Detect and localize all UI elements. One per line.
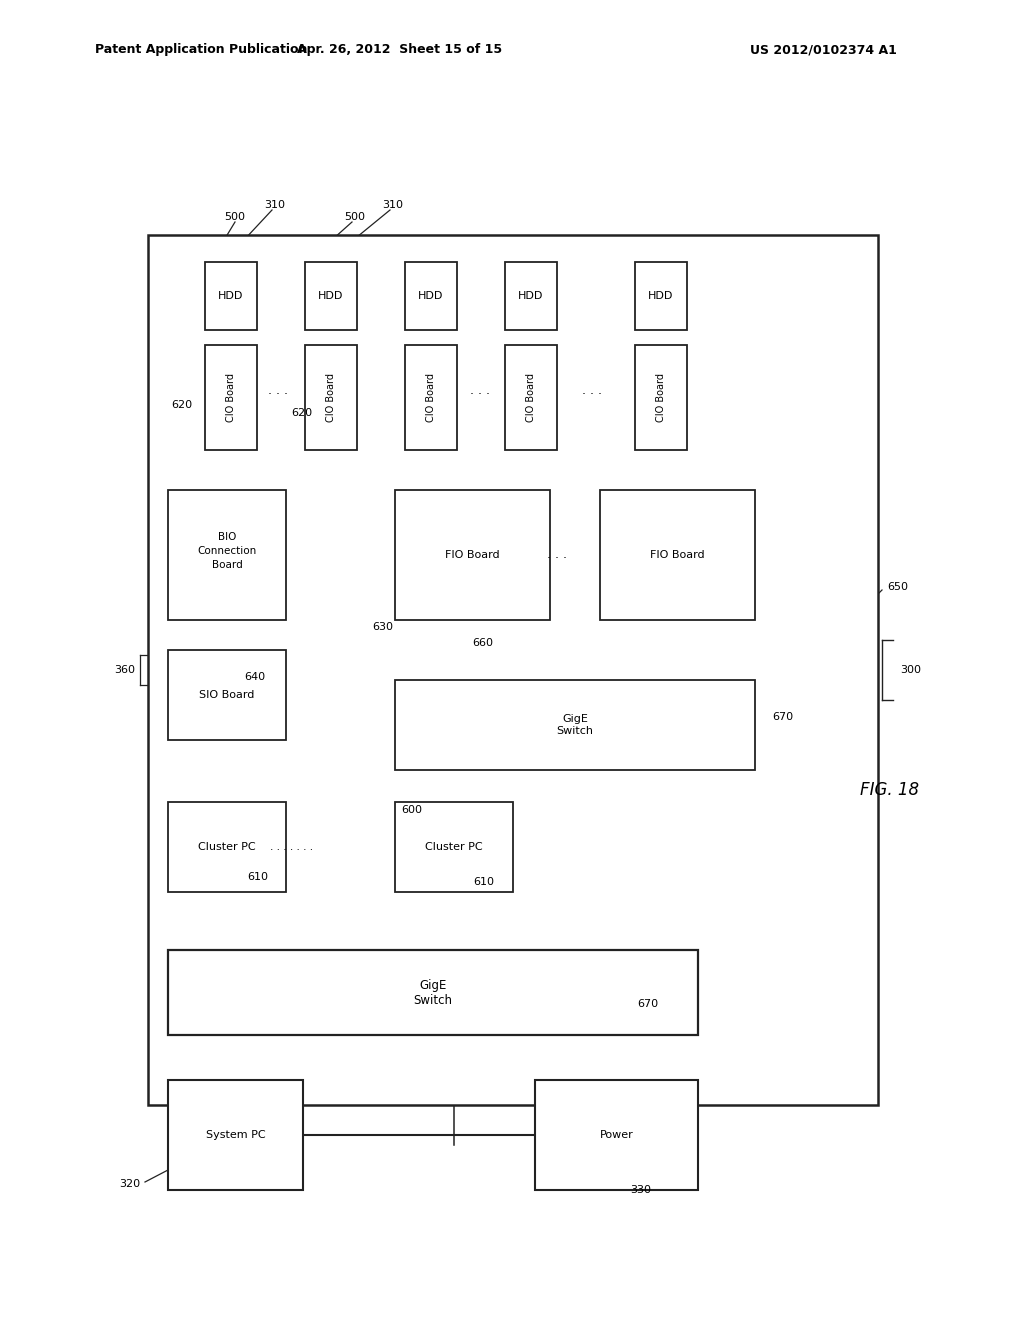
Text: HDD: HDD — [218, 290, 244, 301]
Text: FIG. 18: FIG. 18 — [860, 781, 920, 799]
Text: Patent Application Publication: Patent Application Publication — [95, 44, 307, 57]
Text: Cluster PC: Cluster PC — [425, 842, 482, 851]
Text: . . . . . . .: . . . . . . . — [270, 842, 313, 851]
Bar — [148, 235, 878, 1105]
Text: 620: 620 — [291, 408, 312, 418]
Bar — [168, 803, 286, 892]
Text: FIO Board: FIO Board — [650, 550, 705, 560]
Text: 650: 650 — [887, 582, 908, 591]
Text: 600: 600 — [401, 805, 423, 814]
Text: HDD: HDD — [419, 290, 443, 301]
Text: 310: 310 — [264, 201, 286, 210]
Text: 500: 500 — [344, 213, 366, 222]
Text: CIO Board: CIO Board — [426, 374, 436, 422]
Bar — [168, 1080, 303, 1191]
Text: Connection: Connection — [198, 546, 257, 556]
Text: CIO Board: CIO Board — [526, 374, 536, 422]
Text: FIO Board: FIO Board — [445, 550, 500, 560]
Bar — [305, 261, 357, 330]
Text: . . .: . . . — [582, 384, 602, 396]
Bar — [168, 950, 698, 1035]
Text: CIO Board: CIO Board — [656, 374, 666, 422]
Bar — [365, 290, 872, 906]
Bar — [155, 465, 417, 906]
Bar — [205, 261, 257, 330]
Text: 670: 670 — [772, 711, 794, 722]
Text: 660: 660 — [472, 638, 494, 648]
Text: 300: 300 — [900, 665, 921, 675]
Bar — [168, 490, 286, 620]
Text: 620: 620 — [171, 400, 193, 411]
Bar — [600, 490, 755, 620]
Bar — [395, 680, 755, 770]
Text: Board: Board — [212, 560, 243, 570]
Text: Power: Power — [600, 1130, 634, 1140]
Text: GigE
Switch: GigE Switch — [556, 714, 594, 735]
Text: 330: 330 — [631, 1185, 651, 1195]
Text: Cluster PC: Cluster PC — [199, 842, 256, 851]
Text: SIO Board: SIO Board — [200, 690, 255, 700]
Text: 610: 610 — [473, 876, 495, 887]
Text: CIO Board: CIO Board — [226, 374, 236, 422]
Text: HDD: HDD — [648, 290, 674, 301]
Text: . . .: . . . — [547, 549, 567, 561]
Bar — [395, 803, 513, 892]
Bar — [406, 261, 457, 330]
Text: 630: 630 — [373, 622, 393, 632]
Text: HDD: HDD — [518, 290, 544, 301]
Bar — [505, 345, 557, 450]
Bar — [535, 1080, 698, 1191]
Bar — [505, 261, 557, 330]
Text: BIO: BIO — [218, 532, 237, 543]
Bar — [305, 345, 357, 450]
Bar — [395, 490, 550, 620]
Text: HDD: HDD — [318, 290, 344, 301]
Text: 360: 360 — [114, 665, 135, 675]
Bar — [406, 345, 457, 450]
Bar — [635, 261, 687, 330]
Bar — [635, 345, 687, 450]
Text: System PC: System PC — [206, 1130, 265, 1140]
Bar — [168, 649, 286, 741]
Bar — [288, 242, 375, 462]
Text: GigE
Switch: GigE Switch — [414, 978, 453, 1006]
Text: 310: 310 — [383, 201, 403, 210]
Bar — [188, 242, 275, 462]
Text: 640: 640 — [245, 672, 265, 682]
Text: Apr. 26, 2012  Sheet 15 of 15: Apr. 26, 2012 Sheet 15 of 15 — [297, 44, 503, 57]
Text: 320: 320 — [119, 1179, 140, 1189]
Text: . . .: . . . — [268, 384, 288, 396]
Text: 670: 670 — [637, 999, 658, 1008]
Text: 610: 610 — [248, 873, 268, 882]
Bar — [205, 345, 257, 450]
Text: . . .: . . . — [470, 384, 490, 396]
Text: CIO Board: CIO Board — [326, 374, 336, 422]
Text: US 2012/0102374 A1: US 2012/0102374 A1 — [750, 44, 897, 57]
Text: 500: 500 — [224, 213, 246, 222]
